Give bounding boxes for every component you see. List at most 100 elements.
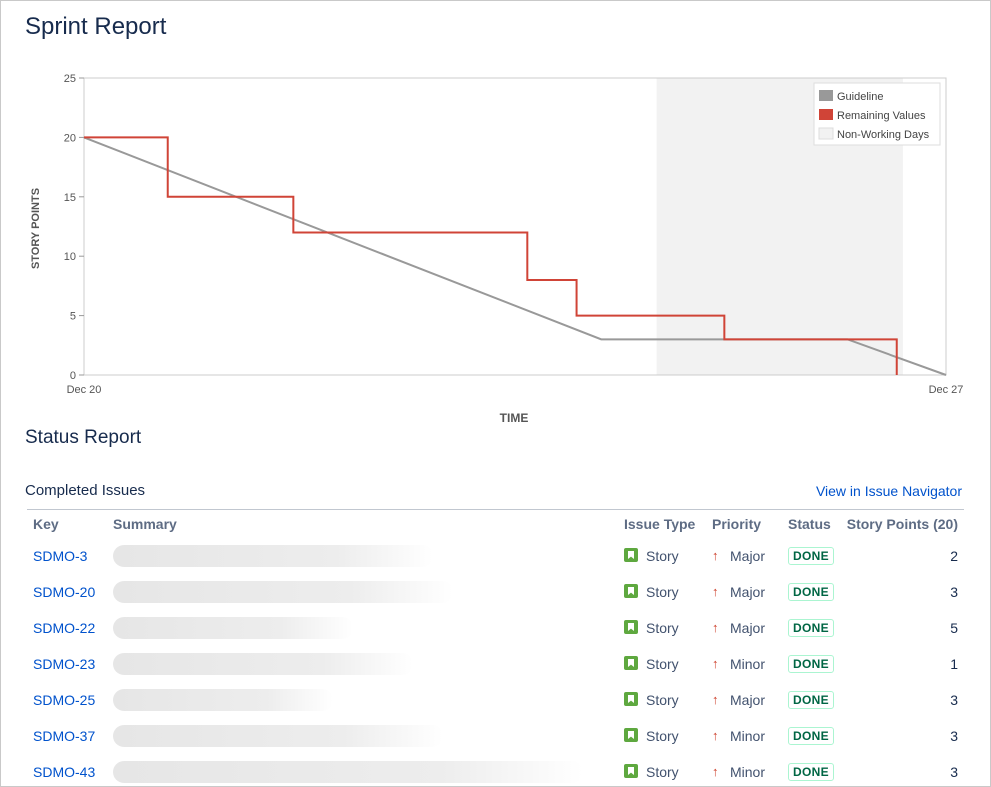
arrow-up-priority-icon: ↑ <box>712 692 719 707</box>
story-points-cell: 3 <box>950 764 958 780</box>
y-tick-label: 10 <box>64 251 76 263</box>
redacted-summary <box>113 725 443 747</box>
issue-summary-cell <box>107 646 618 682</box>
issue-key-cell: SDMO-23 <box>27 646 107 682</box>
issue-key-cell: SDMO-37 <box>27 718 107 754</box>
issue-key-link[interactable]: SDMO-37 <box>33 728 96 744</box>
arrow-up-priority-icon: ↑ <box>712 656 719 671</box>
issue-key-link[interactable]: SDMO-20 <box>33 584 96 600</box>
column-header-story-points[interactable]: Story Points (20) <box>840 509 964 538</box>
priority-label: Major <box>730 692 766 708</box>
column-header-status[interactable]: Status <box>782 509 840 538</box>
issue-type-label: Story <box>646 620 679 636</box>
issue-key-link[interactable]: SDMO-43 <box>33 764 96 780</box>
column-header-summary[interactable]: Summary <box>107 509 618 538</box>
table-row: SDMO-23 Story ↑ Minor DONE 1 <box>27 646 964 682</box>
issue-type-label: Story <box>646 548 679 564</box>
plot-area-border <box>83 77 947 376</box>
x-tick-label-start: Dec 20 <box>67 384 102 396</box>
y-tick-label: 0 <box>70 370 76 382</box>
story-icon <box>624 728 638 742</box>
issue-key-link[interactable]: SDMO-3 <box>33 548 88 564</box>
story-points-cell: 3 <box>950 584 958 600</box>
issue-key-cell: SDMO-43 <box>27 754 107 786</box>
story-icon <box>624 584 638 598</box>
table-header-row: Key Summary Issue Type Priority Status S… <box>27 509 964 538</box>
issue-key-cell: SDMO-20 <box>27 574 107 610</box>
completed-issues-table: Key Summary Issue Type Priority Status S… <box>27 509 964 786</box>
issue-key-cell: SDMO-25 <box>27 682 107 718</box>
status-cell: DONE <box>782 682 840 718</box>
priority-label: Major <box>730 620 766 636</box>
column-header-key[interactable]: Key <box>27 509 107 538</box>
priority-cell: ↑ Minor <box>706 646 782 682</box>
issue-type-label: Story <box>646 692 679 708</box>
story-icon <box>624 548 638 562</box>
issue-summary-cell <box>107 754 618 786</box>
redacted-summary <box>113 689 333 711</box>
issue-summary-cell <box>107 718 618 754</box>
status-cell: DONE <box>782 754 840 786</box>
legend-label-guideline: Guideline <box>837 91 883 103</box>
remaining-values-series <box>84 136 898 375</box>
issue-type-cell: Story <box>618 574 706 610</box>
completed-issues-title: Completed Issues <box>25 482 146 499</box>
issue-type-cell: Story <box>618 610 706 646</box>
table-row: SDMO-25 Story ↑ Major DONE 3 <box>27 682 964 718</box>
priority-cell: ↑ Major <box>706 574 782 610</box>
redacted-summary <box>113 617 353 639</box>
table-row: SDMO-37 Story ↑ Minor DONE 3 <box>27 718 964 754</box>
legend-swatch-remaining-values <box>819 109 833 120</box>
priority-cell: ↑ Major <box>706 538 782 574</box>
status-badge: DONE <box>788 547 834 565</box>
arrow-up-priority-icon: ↑ <box>712 620 719 635</box>
issue-type-label: Story <box>646 656 679 672</box>
story-points-cell: 3 <box>950 692 958 708</box>
issue-type-label: Story <box>646 584 679 600</box>
issue-type-cell: Story <box>618 646 706 682</box>
issue-key-link[interactable]: SDMO-25 <box>33 692 96 708</box>
issue-key-cell: SDMO-3 <box>27 538 107 574</box>
column-header-priority[interactable]: Priority <box>706 509 782 538</box>
x-tick-label-end: Dec 27 <box>929 384 964 396</box>
status-badge: DONE <box>788 691 834 709</box>
status-report-title: Status Report <box>25 427 142 448</box>
table-row: SDMO-22 Story ↑ Major DONE 5 <box>27 610 964 646</box>
column-header-issue-type[interactable]: Issue Type <box>618 509 706 538</box>
issue-key-link[interactable]: SDMO-23 <box>33 656 96 672</box>
story-icon <box>624 620 638 634</box>
status-cell: DONE <box>782 718 840 754</box>
legend-swatch-guideline <box>819 90 833 101</box>
redacted-summary <box>113 653 413 675</box>
priority-cell: ↑ Minor <box>706 754 782 786</box>
table-row: SDMO-3 Story ↑ Major DONE 2 <box>27 538 964 574</box>
priority-label: Minor <box>730 728 766 744</box>
priority-label: Minor <box>730 764 766 780</box>
status-badge: DONE <box>788 655 834 673</box>
y-tick-label: 20 <box>64 132 76 144</box>
arrow-up-priority-icon: ↑ <box>712 764 719 779</box>
issue-summary-cell <box>107 682 618 718</box>
issue-key-link[interactable]: SDMO-22 <box>33 620 96 636</box>
priority-label: Major <box>730 548 766 564</box>
y-tick-label: 25 <box>64 73 76 85</box>
status-badge: DONE <box>788 763 834 781</box>
redacted-summary <box>113 545 433 567</box>
status-badge: DONE <box>788 619 834 637</box>
arrow-up-priority-icon: ↑ <box>712 728 719 743</box>
issue-type-label: Story <box>646 728 679 744</box>
status-cell: DONE <box>782 574 840 610</box>
burndown-chart: 0 5 10 15 20 25 Dec 20 Dec 27 TIME STORY POINTS Gu… <box>30 73 964 425</box>
issue-type-cell: Story <box>618 754 706 786</box>
status-badge: DONE <box>788 583 834 601</box>
redacted-summary <box>113 581 453 603</box>
issue-summary-cell <box>107 610 618 646</box>
issue-type-label: Story <box>646 764 679 780</box>
y-tick-label: 15 <box>64 192 76 204</box>
legend-label-remaining-values: Remaining Values <box>837 110 926 122</box>
page-title: Sprint Report <box>25 13 167 40</box>
legend-swatch-non-working-days <box>818 127 834 140</box>
x-axis-label: TIME <box>500 411 529 425</box>
view-in-issue-navigator-link[interactable]: View in Issue Navigator <box>815 483 962 499</box>
